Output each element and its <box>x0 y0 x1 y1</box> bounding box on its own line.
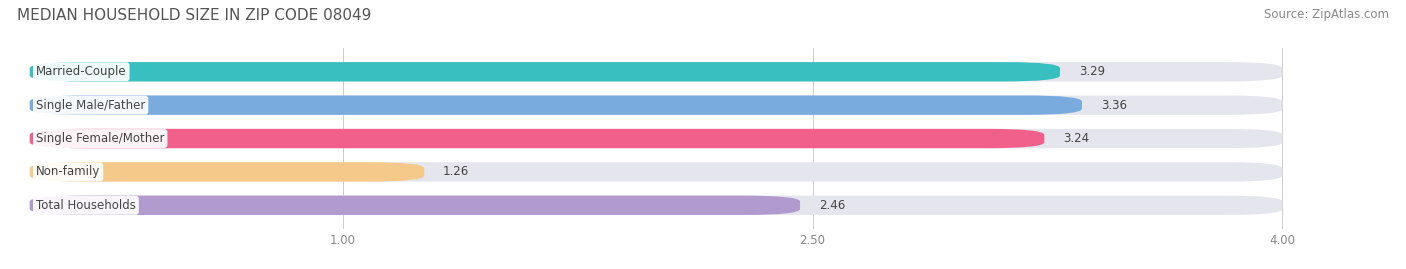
Text: 1.26: 1.26 <box>443 165 470 178</box>
FancyBboxPatch shape <box>30 162 425 182</box>
FancyBboxPatch shape <box>30 129 1045 148</box>
Text: Total Households: Total Households <box>37 199 136 212</box>
Text: MEDIAN HOUSEHOLD SIZE IN ZIP CODE 08049: MEDIAN HOUSEHOLD SIZE IN ZIP CODE 08049 <box>17 8 371 23</box>
FancyBboxPatch shape <box>30 62 1282 82</box>
Text: Married-Couple: Married-Couple <box>37 65 127 78</box>
Text: 2.46: 2.46 <box>818 199 845 212</box>
FancyBboxPatch shape <box>30 162 1282 182</box>
FancyBboxPatch shape <box>30 95 1282 115</box>
FancyBboxPatch shape <box>30 196 800 215</box>
Text: 3.29: 3.29 <box>1078 65 1105 78</box>
Text: Single Female/Mother: Single Female/Mother <box>37 132 165 145</box>
FancyBboxPatch shape <box>30 196 1282 215</box>
Text: Source: ZipAtlas.com: Source: ZipAtlas.com <box>1264 8 1389 21</box>
Text: 3.36: 3.36 <box>1101 99 1126 112</box>
Text: 3.24: 3.24 <box>1063 132 1090 145</box>
Text: Single Male/Father: Single Male/Father <box>37 99 145 112</box>
FancyBboxPatch shape <box>30 95 1083 115</box>
FancyBboxPatch shape <box>30 62 1060 82</box>
Text: Non-family: Non-family <box>37 165 100 178</box>
FancyBboxPatch shape <box>30 129 1282 148</box>
